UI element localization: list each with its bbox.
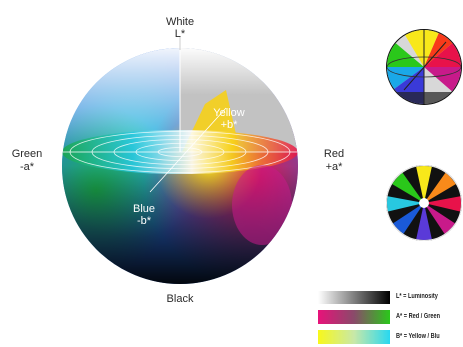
l-star-label: L* [174, 28, 186, 40]
plus-a-label: +a* [325, 161, 343, 173]
legend-luminosity-text: L* = Luminosity [396, 293, 438, 300]
small-sphere-icon [386, 29, 462, 105]
red-label: Red [323, 148, 345, 160]
luminosity-bar [318, 291, 390, 304]
white-label: White [165, 16, 195, 28]
red-green-bar [318, 310, 390, 324]
color-sphere [62, 48, 298, 284]
plus-b-label: +b* [220, 119, 238, 131]
minus-a-label: -a* [19, 161, 35, 173]
minus-b-label: -b* [136, 215, 152, 227]
green-label: Green [11, 148, 43, 160]
color-wheel-icon [386, 165, 462, 241]
blue-label: Blue [132, 203, 156, 215]
yellow-blue-bar [318, 330, 390, 344]
black-label: Black [166, 293, 194, 305]
legend-red-green-text: A* = Red / Green [396, 313, 441, 320]
legend-yellow-blue-text: B* = Yellow / Blu [396, 333, 440, 340]
yellow-label: Yellow [213, 107, 245, 119]
